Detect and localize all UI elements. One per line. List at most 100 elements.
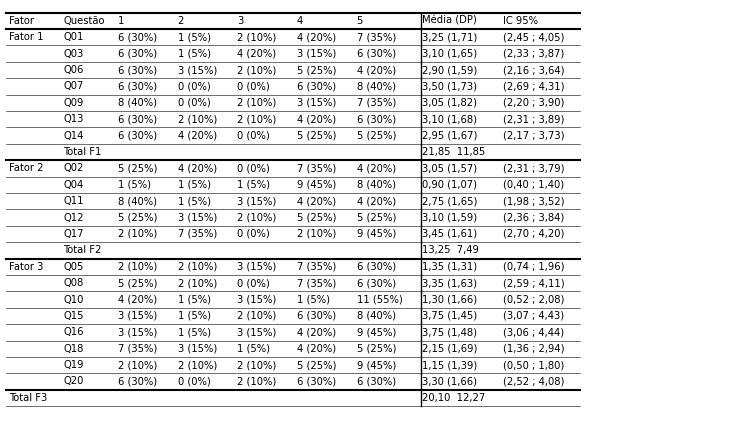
Text: 5 (25%): 5 (25%) (297, 213, 336, 222)
Text: Q11: Q11 (63, 196, 84, 206)
Text: 1,30 (1,66): 1,30 (1,66) (422, 294, 477, 305)
Text: 8 (40%): 8 (40%) (357, 82, 395, 91)
Text: 5 (25%): 5 (25%) (357, 344, 396, 354)
Text: (1,98 ; 3,52): (1,98 ; 3,52) (503, 196, 564, 206)
Text: (2,52 ; 4,08): (2,52 ; 4,08) (503, 376, 564, 387)
Text: 9 (45%): 9 (45%) (357, 360, 396, 370)
Text: 0 (0%): 0 (0%) (237, 131, 270, 140)
Text: 0 (0%): 0 (0%) (237, 278, 270, 288)
Text: Fator 1: Fator 1 (9, 32, 43, 42)
Text: 7 (35%): 7 (35%) (118, 344, 157, 354)
Text: 1 (5%): 1 (5%) (178, 294, 210, 305)
Text: 3 (15%): 3 (15%) (178, 65, 217, 75)
Text: 11 (55%): 11 (55%) (357, 294, 402, 305)
Text: 3 (15%): 3 (15%) (297, 98, 336, 108)
Text: 3,75 (1,48): 3,75 (1,48) (422, 327, 477, 337)
Text: 4 (20%): 4 (20%) (297, 114, 336, 124)
Text: 7 (35%): 7 (35%) (297, 278, 336, 288)
Text: (2,33 ; 3,87): (2,33 ; 3,87) (503, 49, 564, 59)
Text: 6 (30%): 6 (30%) (357, 278, 395, 288)
Text: 4 (20%): 4 (20%) (178, 131, 216, 140)
Text: (2,16 ; 3,64): (2,16 ; 3,64) (503, 65, 564, 75)
Text: Q08: Q08 (63, 278, 84, 288)
Text: Fator: Fator (9, 16, 34, 26)
Text: Q10: Q10 (63, 294, 84, 305)
Text: 0 (0%): 0 (0%) (237, 163, 270, 173)
Text: 6 (30%): 6 (30%) (297, 311, 336, 321)
Text: Q18: Q18 (63, 344, 84, 354)
Text: IC 95%: IC 95% (503, 16, 538, 26)
Text: Q07: Q07 (63, 82, 84, 91)
Text: Q19: Q19 (63, 360, 84, 370)
Text: 2 (10%): 2 (10%) (237, 114, 277, 124)
Text: 2 (10%): 2 (10%) (178, 262, 217, 272)
Text: 1: 1 (118, 16, 125, 26)
Text: 0 (0%): 0 (0%) (178, 82, 210, 91)
Text: Q15: Q15 (63, 311, 84, 321)
Text: 2,15 (1,69): 2,15 (1,69) (422, 344, 477, 354)
Text: 2 (10%): 2 (10%) (118, 229, 157, 239)
Text: (2,36 ; 3,84): (2,36 ; 3,84) (503, 213, 564, 222)
Text: Média (DP): Média (DP) (422, 16, 477, 26)
Text: 6 (30%): 6 (30%) (357, 262, 395, 272)
Text: 6 (30%): 6 (30%) (297, 376, 336, 387)
Text: 20,10  12,27: 20,10 12,27 (422, 393, 486, 403)
Text: 3 (15%): 3 (15%) (237, 196, 277, 206)
Text: 6 (30%): 6 (30%) (357, 376, 395, 387)
Text: 1 (5%): 1 (5%) (237, 344, 270, 354)
Text: 6 (30%): 6 (30%) (118, 114, 157, 124)
Text: Q04: Q04 (63, 180, 84, 190)
Text: Total F3: Total F3 (9, 393, 47, 403)
Text: 1 (5%): 1 (5%) (237, 180, 270, 190)
Text: 0 (0%): 0 (0%) (237, 229, 270, 239)
Text: 2 (10%): 2 (10%) (178, 278, 217, 288)
Text: 1 (5%): 1 (5%) (118, 180, 151, 190)
Text: 2 (10%): 2 (10%) (237, 213, 277, 222)
Text: 3,50 (1,73): 3,50 (1,73) (422, 82, 477, 91)
Text: 5 (25%): 5 (25%) (357, 131, 396, 140)
Text: 3,05 (1,57): 3,05 (1,57) (422, 163, 477, 173)
Text: (1,36 ; 2,94): (1,36 ; 2,94) (503, 344, 564, 354)
Text: (2,31 ; 3,89): (2,31 ; 3,89) (503, 114, 564, 124)
Text: Q03: Q03 (63, 49, 84, 59)
Text: 6 (30%): 6 (30%) (297, 82, 336, 91)
Text: 3 (15%): 3 (15%) (297, 49, 336, 59)
Text: Q13: Q13 (63, 114, 84, 124)
Text: 4 (20%): 4 (20%) (118, 294, 157, 305)
Text: 1 (5%): 1 (5%) (178, 32, 210, 42)
Text: (3,07 ; 4,43): (3,07 ; 4,43) (503, 311, 564, 321)
Text: 7 (35%): 7 (35%) (297, 262, 336, 272)
Text: (0,52 ; 2,08): (0,52 ; 2,08) (503, 294, 564, 305)
Text: 3,10 (1,59): 3,10 (1,59) (422, 213, 477, 222)
Text: 4 (20%): 4 (20%) (297, 32, 336, 42)
Text: 3,30 (1,66): 3,30 (1,66) (422, 376, 477, 387)
Text: 7 (35%): 7 (35%) (357, 32, 396, 42)
Text: Q16: Q16 (63, 327, 84, 337)
Text: Q12: Q12 (63, 213, 84, 222)
Text: 8 (40%): 8 (40%) (357, 180, 395, 190)
Text: 3,10 (1,68): 3,10 (1,68) (422, 114, 477, 124)
Text: 7 (35%): 7 (35%) (178, 229, 217, 239)
Text: 5 (25%): 5 (25%) (297, 65, 336, 75)
Text: 21,85  11,85: 21,85 11,85 (422, 147, 486, 157)
Text: 6 (30%): 6 (30%) (118, 32, 157, 42)
Text: Q02: Q02 (63, 163, 84, 173)
Text: 1 (5%): 1 (5%) (178, 327, 210, 337)
Text: 4 (20%): 4 (20%) (357, 163, 395, 173)
Text: 1 (5%): 1 (5%) (178, 196, 210, 206)
Text: 5 (25%): 5 (25%) (297, 131, 336, 140)
Text: 2 (10%): 2 (10%) (118, 262, 157, 272)
Text: (2,59 ; 4,11): (2,59 ; 4,11) (503, 278, 565, 288)
Text: (3,06 ; 4,44): (3,06 ; 4,44) (503, 327, 564, 337)
Text: 2 (10%): 2 (10%) (237, 311, 277, 321)
Text: Q01: Q01 (63, 32, 84, 42)
Text: 0 (0%): 0 (0%) (178, 376, 210, 387)
Text: 8 (40%): 8 (40%) (118, 98, 157, 108)
Text: 3 (15%): 3 (15%) (237, 294, 277, 305)
Text: 6 (30%): 6 (30%) (118, 49, 157, 59)
Text: 2,75 (1,65): 2,75 (1,65) (422, 196, 477, 206)
Text: 1 (5%): 1 (5%) (178, 311, 210, 321)
Text: (2,45 ; 4,05): (2,45 ; 4,05) (503, 32, 564, 42)
Text: Q09: Q09 (63, 98, 84, 108)
Text: 7 (35%): 7 (35%) (357, 98, 396, 108)
